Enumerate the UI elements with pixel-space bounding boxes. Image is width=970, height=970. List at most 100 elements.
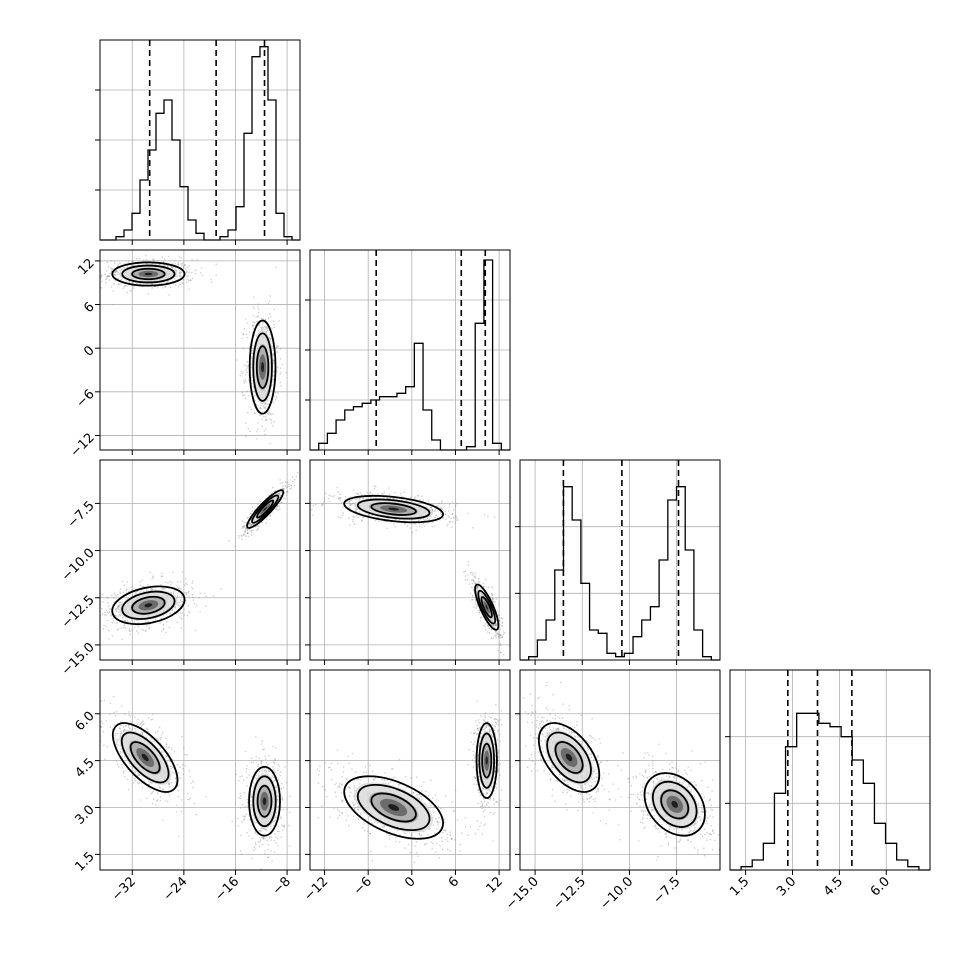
sample-point [243, 364, 246, 367]
sample-point [219, 588, 222, 590]
sample-point [237, 824, 240, 827]
sample-point [250, 366, 252, 368]
sample-point [138, 257, 141, 260]
sample-point [243, 818, 246, 820]
sample-point [266, 518, 268, 521]
sample-point [281, 363, 284, 366]
sample-point [472, 573, 475, 575]
sample-point [246, 367, 248, 369]
sample-point [119, 591, 121, 593]
sample-point [255, 526, 257, 528]
sample-point [259, 500, 262, 503]
sample-point [339, 497, 341, 499]
sample-point [254, 776, 256, 779]
sample-point [180, 257, 183, 259]
sample-point [104, 758, 106, 760]
sample-point [251, 837, 254, 840]
sample-point [152, 258, 154, 261]
sample-point [243, 534, 245, 536]
sample-point [183, 614, 185, 616]
sample-point [352, 516, 355, 518]
sample-point [178, 256, 181, 258]
sample-point [478, 612, 481, 614]
sample-point [440, 513, 443, 516]
sample-point [275, 396, 278, 398]
sample-point [455, 519, 458, 521]
sample-point [101, 280, 103, 283]
sample-point [246, 371, 248, 374]
sample-point [272, 760, 275, 763]
sample-point [181, 595, 183, 597]
sample-point [267, 412, 269, 415]
sample-point [112, 597, 115, 599]
sample-point [498, 633, 501, 636]
sample-point [259, 406, 262, 409]
sample-point [329, 500, 331, 503]
sample-point [277, 509, 279, 512]
sample-point [189, 611, 191, 614]
sample-point [488, 627, 490, 629]
sample-point [117, 628, 120, 630]
sample-point [276, 345, 279, 347]
sample-point [272, 486, 274, 489]
sample-point [275, 508, 277, 511]
sample-point [162, 788, 164, 790]
sample-point [244, 422, 247, 425]
sample-point [499, 633, 502, 636]
sample-point [436, 505, 439, 507]
sample-point [131, 629, 134, 631]
sample-point [259, 839, 262, 841]
sample-point [494, 625, 496, 627]
sample-point [476, 588, 479, 590]
sample-point [187, 798, 189, 801]
sample-point [264, 769, 267, 772]
sample-point [269, 836, 271, 838]
sample-point [169, 612, 172, 614]
sample-point [275, 346, 278, 349]
sample-point [501, 621, 504, 624]
density-contour [256, 784, 273, 818]
sample-point [434, 509, 437, 512]
sample-point [258, 525, 260, 528]
sample-point [133, 782, 135, 784]
sample-point [113, 273, 116, 276]
sample-point [181, 282, 183, 284]
sample-point [261, 836, 263, 839]
sample-point [350, 503, 353, 506]
sample-point [457, 519, 459, 521]
sample-point [274, 771, 277, 774]
sample-point [117, 744, 120, 747]
sample-point [277, 779, 280, 781]
sample-point [491, 594, 494, 596]
sample-point [130, 589, 133, 592]
sample-point [140, 590, 142, 592]
sample-point [491, 593, 493, 595]
sample-point [441, 508, 443, 510]
sample-point [139, 799, 142, 801]
sample-point [282, 485, 284, 487]
sample-point [180, 271, 183, 274]
sample-point [286, 490, 288, 493]
sample-point [272, 353, 274, 356]
sample-point [349, 499, 351, 502]
sample-point [154, 731, 157, 734]
sample-point [238, 535, 240, 537]
sample-point [180, 604, 182, 606]
sample-point [267, 494, 270, 497]
sample-point [162, 789, 165, 791]
sample-point [129, 715, 132, 718]
sample-point [186, 266, 189, 269]
sample-point [257, 324, 260, 326]
sample-point [271, 327, 273, 330]
sample-point [115, 760, 118, 762]
sample-point [191, 582, 193, 584]
sample-point [102, 722, 104, 725]
sample-point [237, 817, 239, 820]
sample-point [349, 504, 352, 506]
sample-point [265, 771, 267, 774]
sample-point [109, 608, 112, 610]
sample-point [279, 817, 282, 820]
density-contour [121, 590, 176, 620]
sample-point [264, 325, 266, 328]
sample-point [289, 488, 291, 490]
